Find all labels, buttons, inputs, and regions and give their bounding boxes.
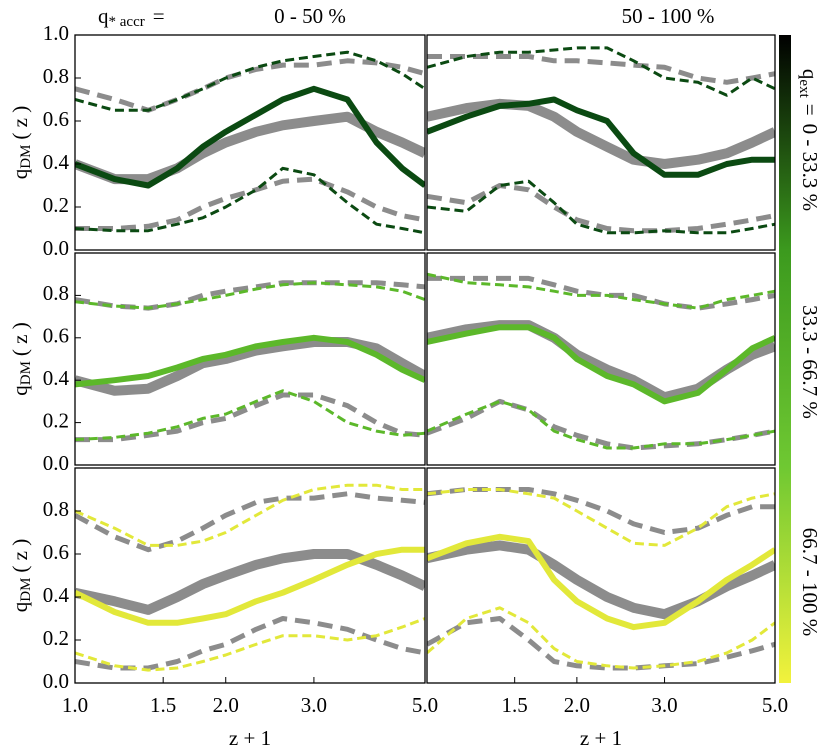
symbol: q (98, 4, 109, 28)
panel-frame (74, 34, 426, 251)
percentile-line (75, 483, 425, 547)
x-tick-label: 2.0 (213, 693, 239, 717)
y-tick-label: 0.6 (43, 540, 69, 564)
y-tick-label: 0.8 (43, 281, 69, 305)
equals: = (798, 104, 822, 116)
subscript: DM (18, 578, 34, 602)
median-line (427, 540, 775, 620)
colorbar-label: qext = 0 - 33.3 % (796, 69, 823, 211)
y-tick-label: 0.0 (43, 451, 69, 475)
plot-area (75, 483, 425, 672)
x-tick-label: 5.0 (762, 693, 788, 717)
x-axis-label: z + 1 (229, 726, 271, 750)
percentile-line (75, 616, 425, 671)
percentile-line (75, 392, 425, 443)
median-line (75, 111, 425, 185)
percentile-line (75, 176, 425, 231)
median-line (75, 337, 425, 396)
row-label: 33.3 - 66.7 % (798, 305, 822, 419)
y-axis-label: qDM ( z ) (8, 322, 35, 395)
column-header: 50 - 100 % (622, 4, 715, 28)
percentile-line (75, 281, 425, 310)
argument: ( z ) (8, 106, 32, 140)
median-line (75, 546, 425, 626)
column-header-label: q* accr = (98, 4, 165, 31)
column-header: 0 - 50 % (274, 4, 346, 28)
percentile-line (75, 617, 425, 672)
plot-area (75, 280, 425, 443)
percentile-line (75, 166, 425, 235)
x-tick-label: 1.0 (62, 693, 88, 717)
x-tick-label: 3.0 (301, 693, 327, 717)
subscript: ext (796, 79, 812, 98)
percentile-line (75, 389, 425, 442)
y-tick-label: 1.0 (43, 21, 69, 45)
percentile-line (75, 280, 425, 311)
y-tick-label: 0.6 (43, 324, 69, 348)
y-tick-label: 0.4 (43, 150, 70, 174)
argument: ( z ) (8, 322, 32, 356)
percentile-line (427, 272, 775, 310)
percentile-line (427, 46, 775, 97)
row-label: 0 - 33.3 % (798, 124, 822, 212)
plot-area (427, 487, 775, 671)
percentile-line (427, 179, 775, 235)
y-tick-label: 0.4 (43, 366, 70, 390)
median-line (75, 549, 425, 615)
y-tick-label: 0.2 (43, 408, 69, 432)
percentile-line (427, 616, 775, 671)
percentile-line (427, 399, 775, 450)
percentile-line (427, 488, 775, 547)
y-tick-label: 0.6 (43, 107, 69, 131)
median-line (75, 334, 425, 388)
symbol: q (8, 385, 32, 396)
plot-area (75, 50, 425, 235)
median-line (75, 85, 425, 189)
percentile-line (427, 398, 775, 451)
median-line (427, 320, 775, 403)
x-axis-label: z + 1 (580, 726, 622, 750)
equals: = (153, 4, 165, 28)
x-tick-label: 1.5 (502, 693, 528, 717)
plot-area (427, 46, 775, 235)
x-tick-label: 2.0 (564, 693, 590, 717)
panel-frame (426, 467, 776, 684)
x-tick-label: 5.0 (412, 693, 438, 717)
colorbar (779, 35, 791, 683)
percentile-line (427, 183, 775, 234)
median-line (427, 533, 775, 631)
y-tick-label: 0.4 (43, 583, 70, 607)
y-tick-label: 0.0 (43, 669, 69, 693)
panel-frame (74, 467, 426, 684)
panel-frame (426, 34, 776, 251)
y-tick-label: 0.0 (43, 236, 69, 260)
plot-area (427, 272, 775, 451)
panel-frame (74, 252, 426, 466)
y-tick-label: 0.2 (43, 626, 69, 650)
subscript: * accr (109, 14, 145, 30)
symbol: q (8, 601, 32, 612)
percentile-line (427, 606, 775, 670)
percentile-line (427, 54, 775, 85)
median-line (427, 324, 775, 405)
argument: ( z ) (8, 539, 32, 573)
percentile-line (75, 491, 425, 553)
row-label: 66.7 - 100 % (798, 528, 822, 637)
y-tick-label: 0.8 (43, 64, 69, 88)
y-axis-label: qDM ( z ) (8, 106, 35, 179)
x-tick-label: 1.5 (150, 693, 176, 717)
percentile-line (427, 275, 775, 311)
subscript: DM (18, 145, 34, 169)
panel-frame (426, 252, 776, 466)
y-axis-label: qDM ( z ) (8, 539, 35, 612)
x-tick-label: 3.0 (651, 693, 677, 717)
median-line (427, 96, 775, 178)
symbol: q (798, 69, 822, 80)
subscript: DM (18, 361, 34, 385)
symbol: q (8, 168, 32, 179)
percentile-line (75, 50, 425, 112)
y-tick-label: 0.2 (43, 193, 69, 217)
y-tick-label: 0.8 (43, 497, 69, 521)
